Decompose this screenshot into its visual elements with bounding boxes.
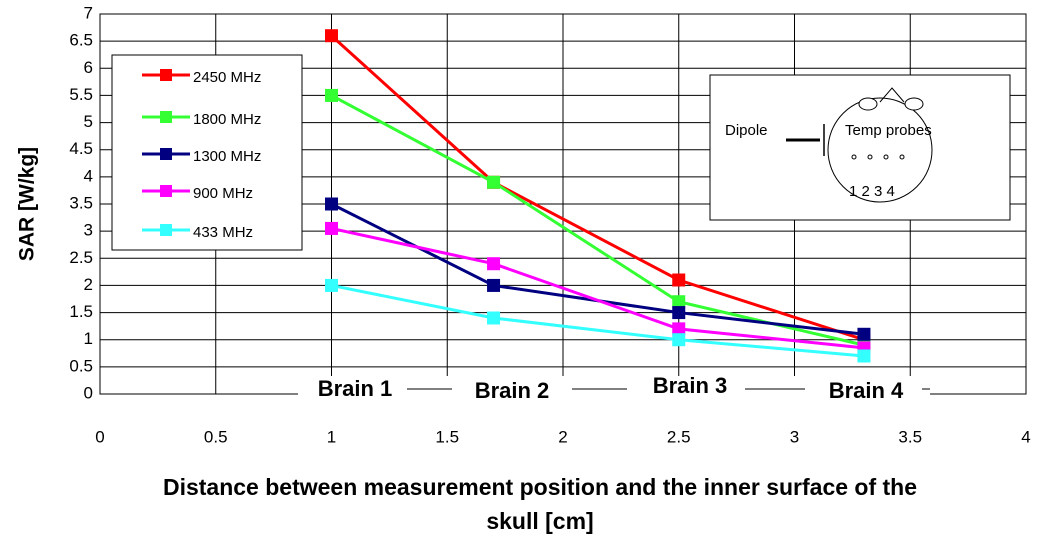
y-tick-label: 6.5	[69, 31, 93, 50]
legend-swatch	[160, 69, 172, 81]
legend-label: 900 MHz	[193, 185, 253, 202]
legend-entries: 2450 MHz 1800 MHz 1300 MHz 900 MHz 433 MHz	[142, 69, 261, 241]
marker	[672, 306, 686, 320]
marker	[672, 295, 686, 309]
y-tick-label: 6	[84, 58, 93, 77]
series-line	[331, 283, 865, 358]
y-axis-label: SAR [W/kg]	[16, 147, 39, 261]
annotation: Brain 1	[318, 376, 393, 401]
marker	[487, 257, 501, 271]
annotation: Brain 3	[653, 373, 728, 398]
x-tick-label: 4	[1021, 427, 1030, 446]
marker	[857, 327, 871, 341]
y-tick-label: 4.5	[69, 139, 93, 158]
ear	[858, 97, 878, 111]
marker	[857, 349, 871, 363]
x-tick-label: 1.5	[435, 427, 459, 446]
series-line	[330, 34, 865, 342]
marker	[325, 88, 338, 102]
marker	[487, 175, 501, 189]
marker	[325, 197, 338, 211]
series-line	[331, 226, 865, 350]
legend-label: 433 MHz	[193, 224, 253, 241]
y-tick-label: 2.5	[69, 248, 93, 267]
annotation-band	[298, 376, 930, 404]
y-tick-label: 2	[84, 275, 93, 294]
y-tick-label: 1.5	[69, 302, 93, 321]
marker	[487, 278, 501, 292]
x-tick-label: 3.5	[898, 427, 922, 446]
inset-label: Dipole	[725, 122, 768, 139]
inset-box	[709, 74, 1011, 221]
nose	[879, 87, 905, 103]
x-tick-label: 1	[327, 427, 336, 446]
inset-label: 1 2 3 4	[849, 183, 895, 200]
x-tick-label: 0.5	[204, 427, 228, 446]
marker	[487, 311, 501, 325]
inset-label: Temp probes	[845, 122, 932, 139]
legend-swatch	[160, 111, 172, 123]
legend-label: 2450 MHz	[193, 69, 261, 86]
marker	[325, 29, 338, 43]
x-tick-label: 2	[558, 427, 567, 446]
y-tick-label: 5.5	[69, 85, 93, 104]
y-tick-label: 3	[84, 221, 93, 240]
inset: Dipole Temp probes 1 2 3 4	[709, 74, 1011, 221]
x-tick-label: 2.5	[667, 427, 691, 446]
ear	[904, 97, 924, 111]
legend-swatch	[160, 185, 172, 197]
annotation: Brain 2	[475, 378, 550, 403]
x-tick-label: 0	[95, 427, 104, 446]
marker	[325, 278, 338, 292]
legend-swatch	[160, 148, 172, 160]
legend-label: 1300 MHz	[193, 148, 261, 165]
head-outline	[827, 97, 933, 203]
marker	[325, 221, 338, 235]
legend-label: 1800 MHz	[193, 111, 261, 128]
y-tick-label: 0	[84, 383, 93, 402]
marker	[672, 322, 686, 336]
x-axis-label: Distance between measurement position an…	[162, 474, 918, 534]
marker	[672, 333, 686, 347]
annotation: Brain 4	[829, 378, 904, 403]
y-tick-label: 5	[84, 112, 93, 131]
marker	[672, 273, 686, 287]
x-tick-label: 3	[790, 427, 799, 446]
y-tick-label: 0.5	[69, 356, 93, 375]
y-tick-label: 4	[84, 166, 93, 185]
y-tick-label: 1	[84, 329, 93, 348]
y-tick-label: 3.5	[69, 193, 93, 212]
legend-swatch	[160, 224, 172, 236]
y-tick-label: 7	[84, 3, 93, 22]
probe-dots	[851, 154, 905, 160]
series	[325, 29, 871, 363]
